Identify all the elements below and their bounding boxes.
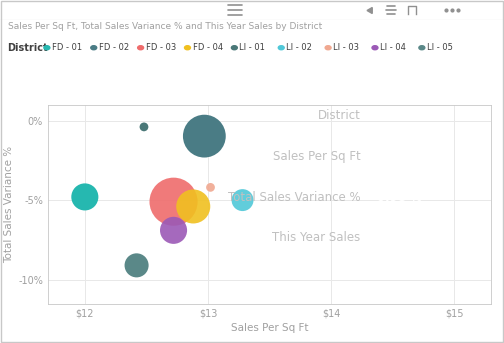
Text: Sales Per Sq Ft, Total Sales Variance % and This Year Sales by District: Sales Per Sq Ft, Total Sales Variance % … xyxy=(8,22,322,31)
Text: FD - 03: FD - 03 xyxy=(146,43,176,52)
Text: FD - 02: FD - 02 xyxy=(99,43,129,52)
Point xyxy=(200,133,208,139)
Text: LI - 04: LI - 04 xyxy=(380,43,406,52)
Point xyxy=(140,124,148,130)
Text: FD - 01: FD - 01 xyxy=(52,43,82,52)
X-axis label: Sales Per Sq Ft: Sales Per Sq Ft xyxy=(231,322,308,333)
Point xyxy=(169,199,177,204)
Text: $12.97: $12.97 xyxy=(372,150,417,163)
Text: $3,717,414: $3,717,414 xyxy=(372,232,447,245)
Text: Total Sales Variance %: Total Sales Variance % xyxy=(228,191,360,204)
Point xyxy=(81,194,89,200)
Text: District: District xyxy=(8,43,48,53)
Y-axis label: Total Sales Variance %: Total Sales Variance % xyxy=(4,145,14,263)
Text: -0.98 %: -0.98 % xyxy=(372,191,422,204)
Point xyxy=(169,228,177,233)
Point xyxy=(207,185,215,190)
Text: LI - 05: LI - 05 xyxy=(427,43,453,52)
Text: LI - 01: LI - 01 xyxy=(239,43,265,52)
Text: LI - 02: LI - 02 xyxy=(286,43,312,52)
Text: FD - 04: FD - 04 xyxy=(193,43,223,52)
Text: District: District xyxy=(318,109,360,122)
Point xyxy=(133,263,141,268)
Text: FD - 02: FD - 02 xyxy=(372,109,419,122)
Text: LI - 03: LI - 03 xyxy=(333,43,359,52)
Point xyxy=(238,197,246,203)
Text: This Year Sales: This Year Sales xyxy=(272,232,360,245)
Point xyxy=(189,204,197,209)
Text: Sales Per Sq Ft: Sales Per Sq Ft xyxy=(273,150,360,163)
